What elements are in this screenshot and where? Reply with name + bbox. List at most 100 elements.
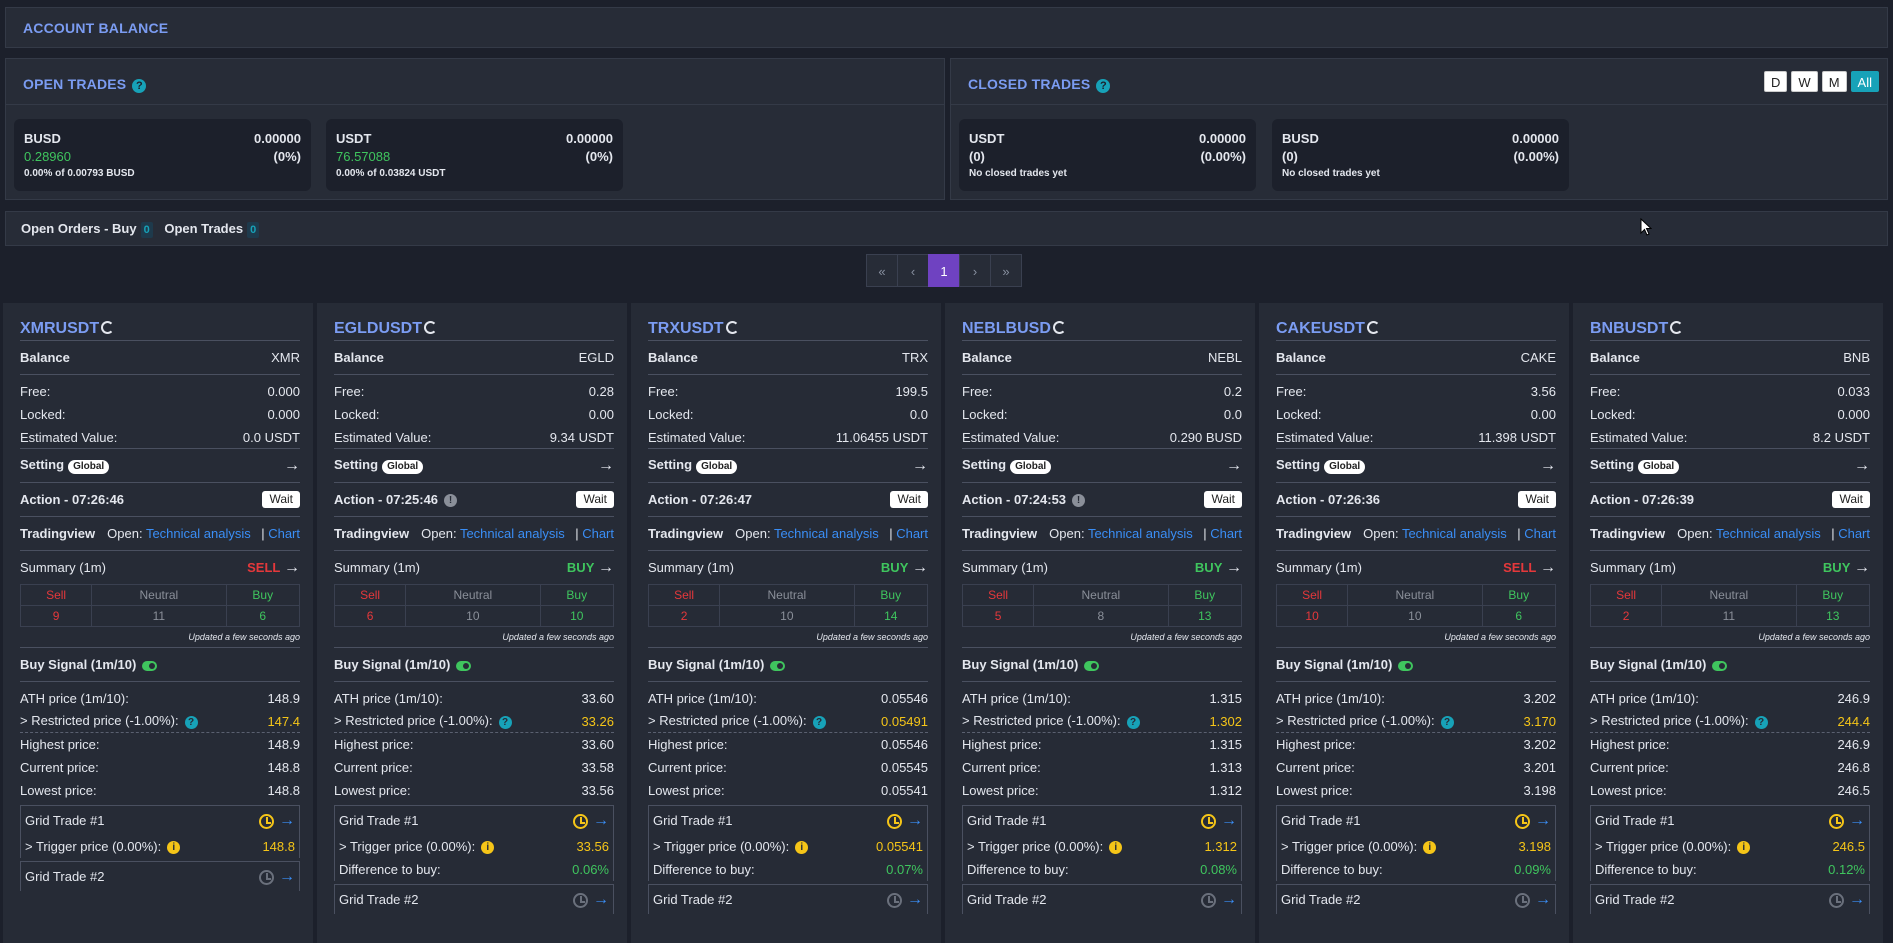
arrow-right-icon[interactable]: → (1535, 890, 1551, 908)
help-icon[interactable]: ? (1440, 715, 1454, 729)
technical-analysis-link[interactable]: Technical analysis (1715, 526, 1821, 541)
buy-signal-toggle[interactable] (456, 660, 472, 671)
next-page-button[interactable]: › (959, 254, 991, 287)
first-page-button[interactable]: « (866, 254, 898, 287)
last-page-button[interactable]: » (990, 254, 1022, 287)
period-all-button[interactable]: All (1850, 71, 1879, 92)
setting-row[interactable]: Setting Global → (1590, 449, 1870, 483)
estimated-value: 11.06455 USDT (835, 429, 928, 445)
lowest-label: Lowest price: (648, 783, 725, 798)
updated-note: Updated a few seconds ago (1276, 627, 1556, 648)
symbol-header: XMRUSDT (20, 317, 300, 341)
symbol-name[interactable]: CAKEUSDT (1276, 320, 1365, 337)
chart-link[interactable]: Chart (1210, 526, 1242, 541)
help-icon[interactable]: ? (132, 78, 147, 93)
info-icon[interactable]: i (167, 841, 181, 855)
arrow-right-icon[interactable]: → (1535, 811, 1551, 829)
arrow-right-icon[interactable]: → (1854, 558, 1870, 576)
chart-link[interactable]: Chart (582, 526, 614, 541)
arrow-right-icon[interactable]: → (1226, 456, 1242, 474)
arrow-right-icon[interactable]: → (912, 456, 928, 474)
symbol-name[interactable]: BNBUSDT (1590, 320, 1669, 337)
tradingview-row: Tradingview Open: Technical analysis | Cha… (1276, 517, 1556, 551)
sell-count: 10 (1275, 605, 1349, 627)
free-value: 199.5 (895, 384, 928, 399)
info-icon[interactable]: ! (1072, 494, 1086, 508)
symbol-name[interactable]: EGLDUSDT (334, 320, 422, 337)
locked-value: 0.00 (1530, 407, 1556, 422)
arrow-right-icon[interactable]: → (1849, 811, 1865, 829)
symbol-name[interactable]: XMRUSDT (20, 320, 100, 337)
setting-row[interactable]: Setting Global → (962, 449, 1242, 483)
clock-icon (259, 869, 274, 885)
period-day-button[interactable]: D (1764, 71, 1788, 92)
symbol-header: CAKEUSDT (1276, 317, 1556, 341)
prev-page-button[interactable]: ‹ (897, 254, 929, 287)
technical-analysis-link[interactable]: Technical analysis (1401, 526, 1507, 541)
period-week-button[interactable]: W (1791, 71, 1818, 92)
summary-row: Summary (1m) BUY → (648, 551, 928, 584)
card-pct: (0.00%) (1513, 149, 1559, 164)
technical-analysis-link[interactable]: Technical analysis (459, 526, 565, 541)
arrow-right-icon[interactable]: → (912, 558, 928, 576)
help-icon[interactable]: ? (1126, 715, 1140, 729)
arrow-right-icon[interactable]: → (1221, 811, 1237, 829)
sell-header: Sell (647, 584, 721, 606)
arrow-right-icon[interactable]: → (1226, 558, 1242, 576)
arrow-right-icon[interactable]: → (1849, 890, 1865, 908)
buy-signal-toggle[interactable] (770, 660, 786, 671)
orders-bar[interactable]: Open Orders - Buy 0 Open Trades 0 (5, 211, 1888, 246)
technical-analysis-link[interactable]: Technical analysis (773, 526, 879, 541)
chart-link[interactable]: Chart (896, 526, 928, 541)
setting-row[interactable]: Setting Global → (20, 449, 300, 483)
buy-signal-toggle[interactable] (1712, 660, 1728, 671)
chart-link[interactable]: Chart (268, 526, 300, 541)
help-icon[interactable]: ? (498, 715, 512, 729)
symbol-name[interactable]: NEBLBUSD (962, 320, 1051, 337)
page-1-button[interactable]: 1 (928, 254, 960, 287)
info-icon[interactable]: i (1109, 841, 1123, 855)
setting-row[interactable]: Setting Global → (1276, 449, 1556, 483)
arrow-right-icon[interactable]: → (279, 867, 295, 885)
buy-signal-toggle[interactable] (142, 660, 158, 671)
highest-row: Highest price: 3.202 (1276, 733, 1556, 756)
arrow-right-icon[interactable]: → (1540, 558, 1556, 576)
grid-trade-1-label: Grid Trade #1 (339, 813, 419, 828)
arrow-right-icon[interactable]: → (598, 456, 614, 474)
arrow-right-icon[interactable]: → (1221, 890, 1237, 908)
setting-label: Setting (1590, 457, 1635, 472)
help-icon[interactable]: ? (1754, 715, 1768, 729)
restricted-label: > Restricted price (-1.00%): (1590, 713, 1749, 729)
updated-note: Updated a few seconds ago (648, 627, 928, 648)
info-icon[interactable]: i (795, 841, 809, 855)
setting-row[interactable]: Setting Global → (334, 449, 614, 483)
info-icon[interactable]: ! (444, 494, 458, 508)
info-icon[interactable]: i (481, 841, 495, 855)
chart-link[interactable]: Chart (1838, 526, 1870, 541)
help-icon[interactable]: ? (1096, 78, 1111, 93)
period-month-button[interactable]: M (1821, 71, 1847, 92)
symbol-name[interactable]: TRXUSDT (648, 320, 724, 337)
current-label: Current price: (334, 760, 413, 775)
help-icon[interactable]: ? (812, 715, 826, 729)
arrow-right-icon[interactable]: → (907, 811, 923, 829)
arrow-right-icon[interactable]: → (1540, 456, 1556, 474)
technical-analysis-link[interactable]: Technical analysis (1087, 526, 1193, 541)
arrow-right-icon[interactable]: → (593, 890, 609, 908)
technical-analysis-link[interactable]: Technical analysis (145, 526, 251, 541)
arrow-right-icon[interactable]: → (907, 890, 923, 908)
account-balance-bar[interactable]: ACCOUNT BALANCE (5, 7, 1888, 48)
info-icon[interactable]: i (1737, 841, 1751, 855)
buy-signal-toggle[interactable] (1398, 660, 1414, 671)
chart-link[interactable]: Chart (1524, 526, 1556, 541)
info-icon[interactable]: i (1423, 841, 1437, 855)
arrow-right-icon[interactable]: → (279, 811, 295, 829)
help-icon[interactable]: ? (184, 715, 198, 729)
arrow-right-icon[interactable]: → (593, 811, 609, 829)
arrow-right-icon[interactable]: → (598, 558, 614, 576)
arrow-right-icon[interactable]: → (1854, 456, 1870, 474)
setting-row[interactable]: Setting Global → (648, 449, 928, 483)
arrow-right-icon[interactable]: → (284, 558, 300, 576)
arrow-right-icon[interactable]: → (284, 456, 300, 474)
buy-signal-toggle[interactable] (1084, 660, 1100, 671)
